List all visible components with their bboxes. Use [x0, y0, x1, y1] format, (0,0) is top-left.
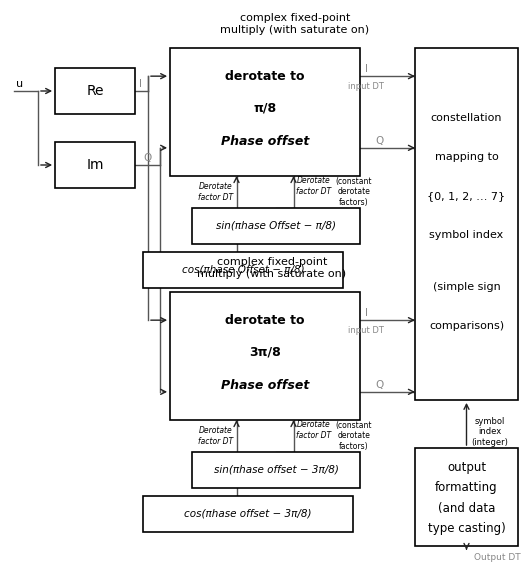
Text: Phase offset: Phase offset	[221, 135, 309, 148]
Text: Q: Q	[376, 380, 384, 390]
Text: formatting: formatting	[435, 481, 498, 493]
Text: complex fixed-point: complex fixed-point	[217, 257, 327, 267]
Text: sin(πhase Offset − π/8): sin(πhase Offset − π/8)	[216, 221, 336, 231]
Text: (constant
derotate
factors): (constant derotate factors)	[336, 177, 372, 207]
Text: sin(πhase offset − 3π/8): sin(πhase offset − 3π/8)	[213, 465, 338, 475]
Text: constellation: constellation	[431, 114, 502, 124]
Text: derotate to: derotate to	[225, 314, 305, 327]
Bar	[55, 68, 135, 114]
Text: Im: Im	[86, 158, 104, 172]
Text: Derotate
factor DT: Derotate factor DT	[199, 182, 234, 202]
Text: input DT: input DT	[348, 325, 384, 334]
Bar	[170, 48, 360, 176]
Text: symbol
index
(integer): symbol index (integer)	[472, 417, 508, 447]
Text: multiply (with saturate on): multiply (with saturate on)	[198, 269, 347, 279]
Text: (and data: (and data	[438, 502, 495, 515]
Text: 3π/8: 3π/8	[249, 346, 281, 359]
Text: I: I	[364, 64, 367, 74]
Bar	[192, 208, 360, 244]
Bar	[143, 252, 343, 288]
Bar	[415, 448, 518, 546]
Bar	[170, 292, 360, 420]
Text: {0, 1, 2, … 7}: {0, 1, 2, … 7}	[427, 191, 506, 201]
Text: symbol index: symbol index	[430, 229, 503, 239]
Text: input DT: input DT	[348, 81, 384, 90]
Text: Derotate
factor DT: Derotate factor DT	[199, 427, 234, 446]
Bar	[192, 452, 360, 488]
Text: Q: Q	[143, 153, 151, 163]
Text: Re: Re	[86, 84, 104, 98]
Text: Derotate
factor DT: Derotate factor DT	[296, 420, 332, 439]
Text: multiply (with saturate on): multiply (with saturate on)	[220, 25, 370, 35]
Text: I: I	[364, 308, 367, 318]
Text: Derotate
factor DT: Derotate factor DT	[296, 176, 332, 196]
Text: cos(πhase Offset − π/8): cos(πhase Offset − π/8)	[182, 265, 304, 275]
Text: Phase offset: Phase offset	[221, 379, 309, 392]
Text: mapping to: mapping to	[435, 152, 499, 162]
Bar	[143, 496, 353, 532]
Text: Output DT: Output DT	[475, 554, 521, 562]
Text: (constant
derotate
factors): (constant derotate factors)	[336, 421, 372, 451]
Text: output: output	[447, 461, 486, 474]
Bar	[55, 142, 135, 188]
Text: π/8: π/8	[253, 102, 277, 115]
Text: cos(πhase offset − 3π/8): cos(πhase offset − 3π/8)	[184, 509, 312, 519]
Text: type casting): type casting)	[427, 522, 506, 535]
Text: comparisons): comparisons)	[429, 321, 504, 331]
Text: I: I	[140, 79, 142, 89]
Text: (simple sign: (simple sign	[433, 282, 500, 292]
Text: Q: Q	[376, 136, 384, 146]
Text: u: u	[16, 79, 23, 89]
Bar	[415, 48, 518, 400]
Text: derotate to: derotate to	[225, 70, 305, 83]
Text: complex fixed-point: complex fixed-point	[240, 13, 350, 23]
